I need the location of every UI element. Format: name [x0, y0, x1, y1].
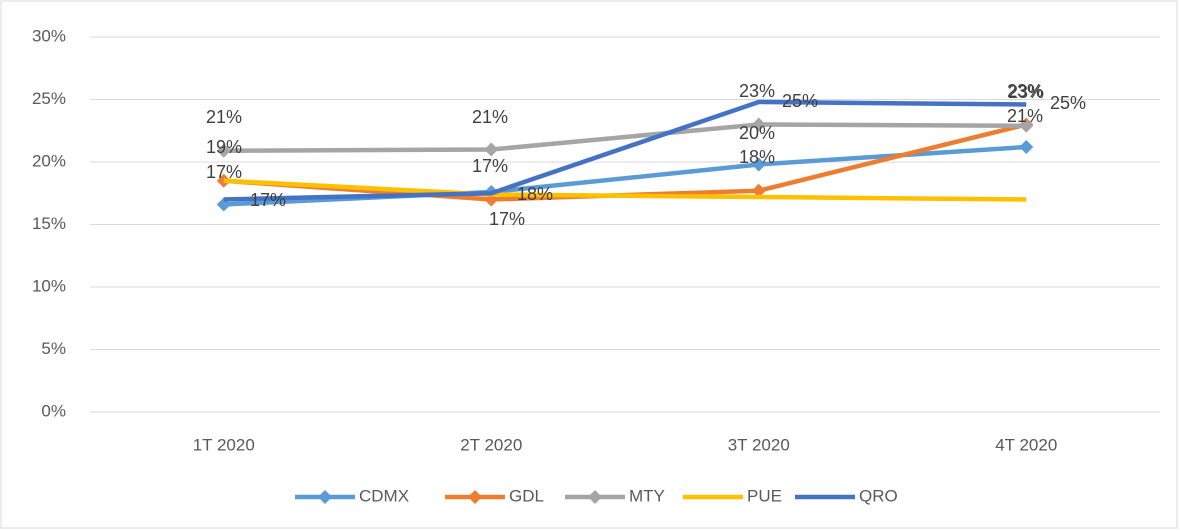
series-line [223, 122, 1027, 153]
series-line [223, 99, 1027, 202]
y-tick-label: 0% [41, 401, 66, 420]
data-label: 23% [1008, 82, 1044, 102]
marker [216, 143, 231, 158]
data-label: 25% [782, 91, 818, 111]
legend-label: CDMX [359, 486, 409, 505]
data-label: 23% [739, 81, 775, 101]
data-label: 17% [250, 190, 286, 210]
data-label: 18% [517, 184, 553, 204]
data-label: 23% [1007, 81, 1043, 101]
data-label: 18% [739, 147, 775, 167]
marker [751, 183, 766, 198]
data-label: 20% [739, 123, 775, 143]
legend-label: QRO [859, 486, 898, 505]
marker [1019, 118, 1034, 133]
y-tick-label: 5% [41, 339, 66, 358]
legend-label: PUE [747, 486, 782, 505]
x-tick-label: 3T 2020 [728, 435, 790, 454]
data-label: 17% [206, 162, 242, 182]
marker [751, 157, 766, 172]
legend-marker [468, 490, 482, 504]
data-label: 17% [472, 156, 508, 176]
y-tick-label: 15% [32, 214, 66, 233]
y-tick-label: 20% [32, 151, 66, 170]
legend-label: GDL [509, 486, 544, 505]
data-label: 19% [206, 137, 242, 157]
x-tick-label: 4T 2020 [995, 435, 1057, 454]
data-label: 21% [206, 107, 242, 127]
y-tick-label: 25% [32, 89, 66, 108]
data-label: 17% [489, 209, 525, 229]
x-tick-label: 1T 2020 [193, 435, 255, 454]
data-label: 25% [1050, 93, 1086, 113]
marker [1019, 140, 1034, 154]
marker [751, 117, 766, 132]
y-tick-label: 30% [32, 26, 66, 45]
data-label: 21% [1007, 106, 1043, 126]
legend-marker [318, 490, 332, 504]
legend-marker [588, 490, 602, 504]
marker [484, 142, 499, 157]
y-tick-label: 10% [32, 276, 66, 295]
legend-label: MTY [629, 486, 665, 505]
data-label: 21% [472, 107, 508, 127]
x-tick-label: 2T 2020 [460, 435, 522, 454]
series-line [223, 178, 1027, 202]
